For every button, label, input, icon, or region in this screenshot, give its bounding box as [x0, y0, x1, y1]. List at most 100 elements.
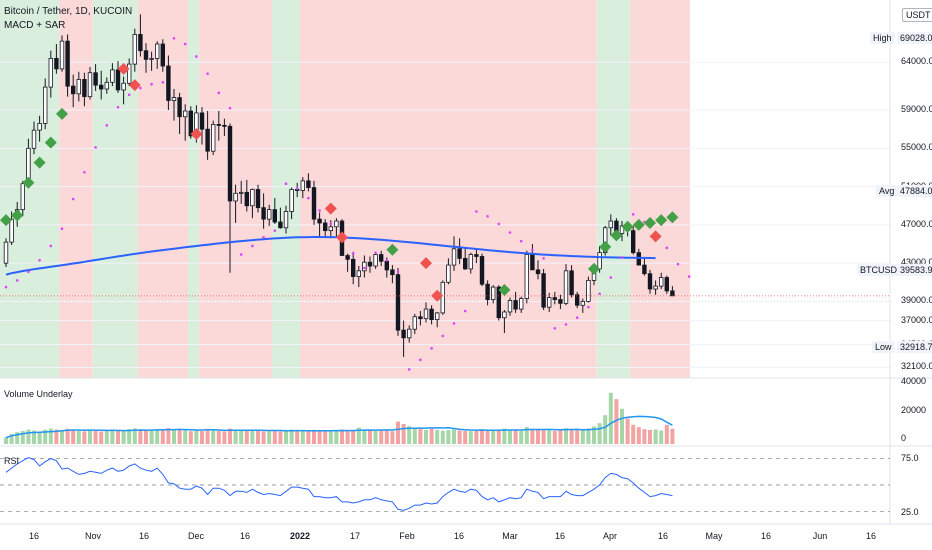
candle-body [490, 286, 496, 300]
candle-body [149, 57, 154, 60]
time-tick-label: Mar [502, 531, 518, 541]
volume-bar [37, 431, 42, 444]
candle-body [143, 50, 149, 60]
sar-dot [430, 347, 433, 350]
sar-dot [609, 276, 613, 279]
candle-body [502, 311, 507, 319]
volume-bar [373, 430, 378, 444]
sar-dot [71, 197, 75, 201]
candle-body [121, 82, 126, 91]
volume-bar [429, 428, 434, 444]
moving-average-line [5, 236, 656, 276]
sar-dot [4, 285, 8, 289]
volume-bar [177, 429, 182, 444]
candle-body [642, 264, 647, 275]
volume-bar [104, 430, 109, 444]
sar-dot [262, 236, 265, 239]
volume-bar [552, 430, 557, 444]
volume-bar [608, 392, 613, 444]
buy-signal-marker [655, 214, 668, 227]
time-tick-label: 16 [239, 531, 251, 541]
volume-bar [496, 429, 501, 444]
sar-dot [587, 305, 590, 309]
volume-bar [440, 430, 445, 444]
candle-body [468, 254, 473, 270]
volume-bars [4, 392, 675, 444]
candle-body [451, 248, 457, 266]
candle-body [507, 300, 513, 313]
candle-body [177, 97, 182, 118]
candle-body [132, 34, 137, 65]
currency-button[interactable]: USDT [902, 8, 932, 22]
price-tick-label: 39000.0 [901, 295, 932, 306]
candle-body [20, 183, 25, 210]
price-tick-label: 47000.0 [901, 218, 932, 229]
candle-body [659, 277, 664, 287]
candle-body [93, 72, 98, 86]
volume-bar [216, 431, 221, 444]
sar-dot [183, 42, 187, 46]
volume-bar [328, 431, 333, 444]
sar-dot [575, 316, 579, 320]
candle-body [535, 269, 541, 275]
volume-bar [54, 429, 59, 444]
candle-body [474, 254, 479, 257]
candle-body [345, 255, 350, 260]
sar-dot [620, 256, 624, 259]
candle-body [238, 191, 244, 194]
volume-bar [586, 428, 591, 444]
rsi-guide-lines [0, 458, 890, 512]
candle-body [356, 270, 361, 277]
volume-bar [26, 429, 31, 444]
candle-body [317, 218, 322, 224]
volume-bar [558, 430, 563, 444]
symbol-title[interactable]: Bitcoin / Tether, 1D, KUCOIN [4, 6, 133, 17]
sar-dot [676, 262, 680, 266]
sar-dot [273, 229, 277, 232]
sar-dot [497, 222, 501, 226]
volume-pane-title[interactable]: Volume Underlay [4, 389, 73, 399]
signal-markers [0, 62, 679, 302]
volume-bar [636, 427, 641, 444]
sar-dot [385, 258, 389, 262]
candle-body [3, 241, 9, 264]
time-tick-label: 16 [865, 531, 877, 541]
time-tick-label: 16 [760, 531, 772, 541]
candle-body [547, 297, 552, 308]
price-tick-label: 43000.0 [901, 257, 932, 268]
candle-body [479, 256, 485, 285]
buy-signal-marker [56, 107, 68, 120]
candle-body [412, 316, 417, 330]
candle-body [99, 84, 104, 90]
volume-bar [642, 429, 647, 444]
candle-body [373, 254, 378, 267]
volume-bar [625, 418, 630, 444]
sar-dot [564, 323, 568, 326]
sar-dot [27, 270, 30, 274]
volume-bar [9, 434, 14, 444]
rsi-pane-title[interactable]: RSI [4, 456, 20, 466]
candle-body [664, 277, 669, 292]
low-tag-label: Low [872, 341, 895, 353]
indicator-title[interactable]: MACD + SAR [4, 20, 66, 31]
candle-body [222, 124, 227, 127]
volume-bar [524, 427, 529, 444]
volume-bar [631, 424, 636, 444]
candle-body [367, 261, 373, 267]
candle-body [311, 187, 317, 220]
sar-dot [38, 258, 41, 262]
volume-bar [614, 399, 619, 444]
sar-dot [463, 309, 467, 313]
green-zone [272, 0, 300, 378]
candle-body [406, 328, 412, 339]
sar-dot [127, 93, 131, 97]
sar-dot [542, 257, 545, 260]
volume-bar [530, 428, 535, 444]
sar-dot [396, 270, 400, 274]
buy-signal-marker [44, 136, 57, 149]
candle-body [322, 222, 328, 232]
volume-bar [261, 431, 266, 444]
sar-dot [217, 91, 221, 95]
buy-signal-marker [588, 262, 600, 275]
